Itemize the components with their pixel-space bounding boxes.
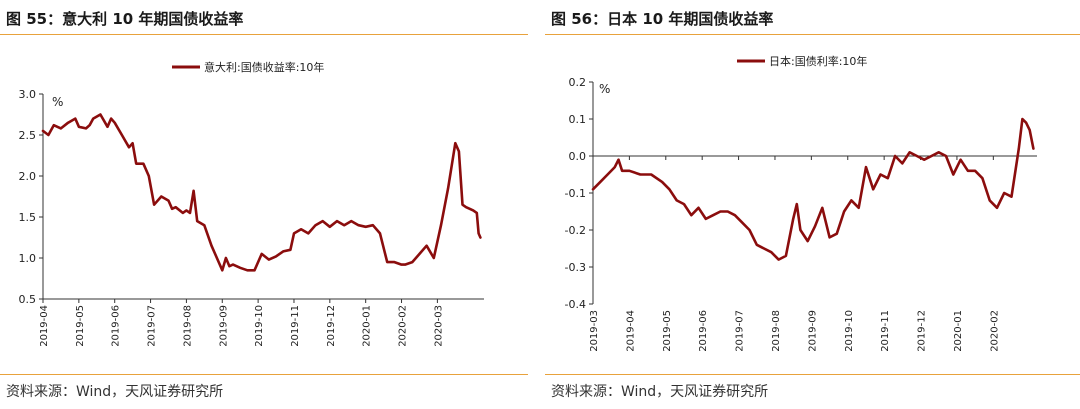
x-tick-label: 2019-05 bbox=[662, 310, 673, 352]
y-tick-label: 0.2 bbox=[569, 76, 587, 89]
y-tick-label: 1.0 bbox=[19, 252, 37, 265]
y-unit-label: % bbox=[52, 95, 63, 109]
x-tick-label: 2019-04 bbox=[39, 305, 50, 347]
source-note: 资料来源：Wind，天风证券研究所 bbox=[551, 384, 769, 400]
y-tick-label: 2.0 bbox=[19, 170, 37, 183]
y-tick-label: 1.5 bbox=[19, 211, 37, 224]
chart-panel-japan: 图 56：日本 10 年期国债收益率 日本:国债利率:10年% -0.4 -0.3 -… bbox=[545, 0, 1080, 409]
x-tick-label: 2019-04 bbox=[625, 310, 636, 352]
legend-label: 意大利:国债收益率:10年 bbox=[204, 60, 324, 74]
x-tick-label: 2019-12 bbox=[326, 305, 337, 347]
x-tick-label: 2020-02 bbox=[398, 305, 409, 347]
legend-label: 日本:国债利率:10年 bbox=[769, 54, 867, 68]
x-tick-label: 2019-09 bbox=[218, 305, 229, 347]
x-tick-label: 2019-07 bbox=[735, 310, 746, 352]
italy-yield-chart: 意大利:国债收益率:10年% 0.5 1.0 1.5 2.0 2.5 3.0 2019-04 2… bbox=[19, 60, 484, 347]
x-tick-label: 2019-06 bbox=[111, 305, 122, 347]
series-line bbox=[41, 113, 482, 272]
y-tick-label: 0.5 bbox=[19, 293, 37, 306]
title-divider bbox=[0, 34, 528, 35]
japan-yield-chart: 日本:国债利率:10年% -0.4 -0.3 -0.2 -0.1 0.0 0.1 0.2 201… bbox=[565, 54, 1037, 352]
source-note: 资料来源：Wind，天风证券研究所 bbox=[6, 384, 224, 400]
y-tick-label: 3.0 bbox=[19, 88, 37, 101]
y-tick-label: 0.0 bbox=[569, 150, 587, 163]
chart-title: 图 55：意大利 10 年期国债收益率 bbox=[6, 10, 244, 28]
y-tick-label: 0.1 bbox=[569, 113, 587, 126]
x-tick-label: 2020-01 bbox=[362, 305, 373, 347]
x-tick-label: 2019-03 bbox=[589, 310, 600, 352]
x-tick-label: 2019-05 bbox=[75, 305, 86, 347]
x-tick-label: 2019-12 bbox=[917, 310, 928, 352]
y-tick-label: 2.5 bbox=[19, 129, 37, 142]
x-tick-label: 2019-09 bbox=[807, 310, 818, 352]
x-tick-label: 2019-11 bbox=[880, 310, 891, 352]
x-tick-label: 2019-08 bbox=[182, 305, 193, 347]
chart-panel-italy: 图 55：意大利 10 年期国债收益率 意大利:国债收益率:10年% 0.5 1.0… bbox=[0, 0, 528, 409]
x-tick-label: 2019-11 bbox=[290, 305, 301, 347]
chart-title: 图 56：日本 10 年期国债收益率 bbox=[551, 10, 774, 28]
y-unit-label: % bbox=[599, 82, 610, 96]
y-tick-label: -0.4 bbox=[565, 298, 586, 311]
y-tick-label: -0.1 bbox=[565, 187, 586, 200]
x-tick-label: 2019-06 bbox=[698, 310, 709, 352]
y-tick-label: -0.2 bbox=[565, 224, 586, 237]
x-tick-label: 2019-10 bbox=[844, 310, 855, 352]
source-divider bbox=[0, 374, 528, 375]
source-divider bbox=[545, 374, 1080, 375]
series-line bbox=[591, 117, 1035, 261]
x-tick-label: 2020-01 bbox=[953, 310, 964, 352]
x-tick-label: 2020-03 bbox=[433, 305, 444, 347]
x-tick-label: 2019-07 bbox=[147, 305, 158, 347]
x-tick-label: 2019-08 bbox=[771, 310, 782, 352]
title-divider bbox=[545, 34, 1080, 35]
y-tick-label: -0.3 bbox=[565, 261, 586, 274]
x-tick-label: 2019-10 bbox=[254, 305, 265, 347]
x-tick-label: 2020-02 bbox=[989, 310, 1000, 352]
